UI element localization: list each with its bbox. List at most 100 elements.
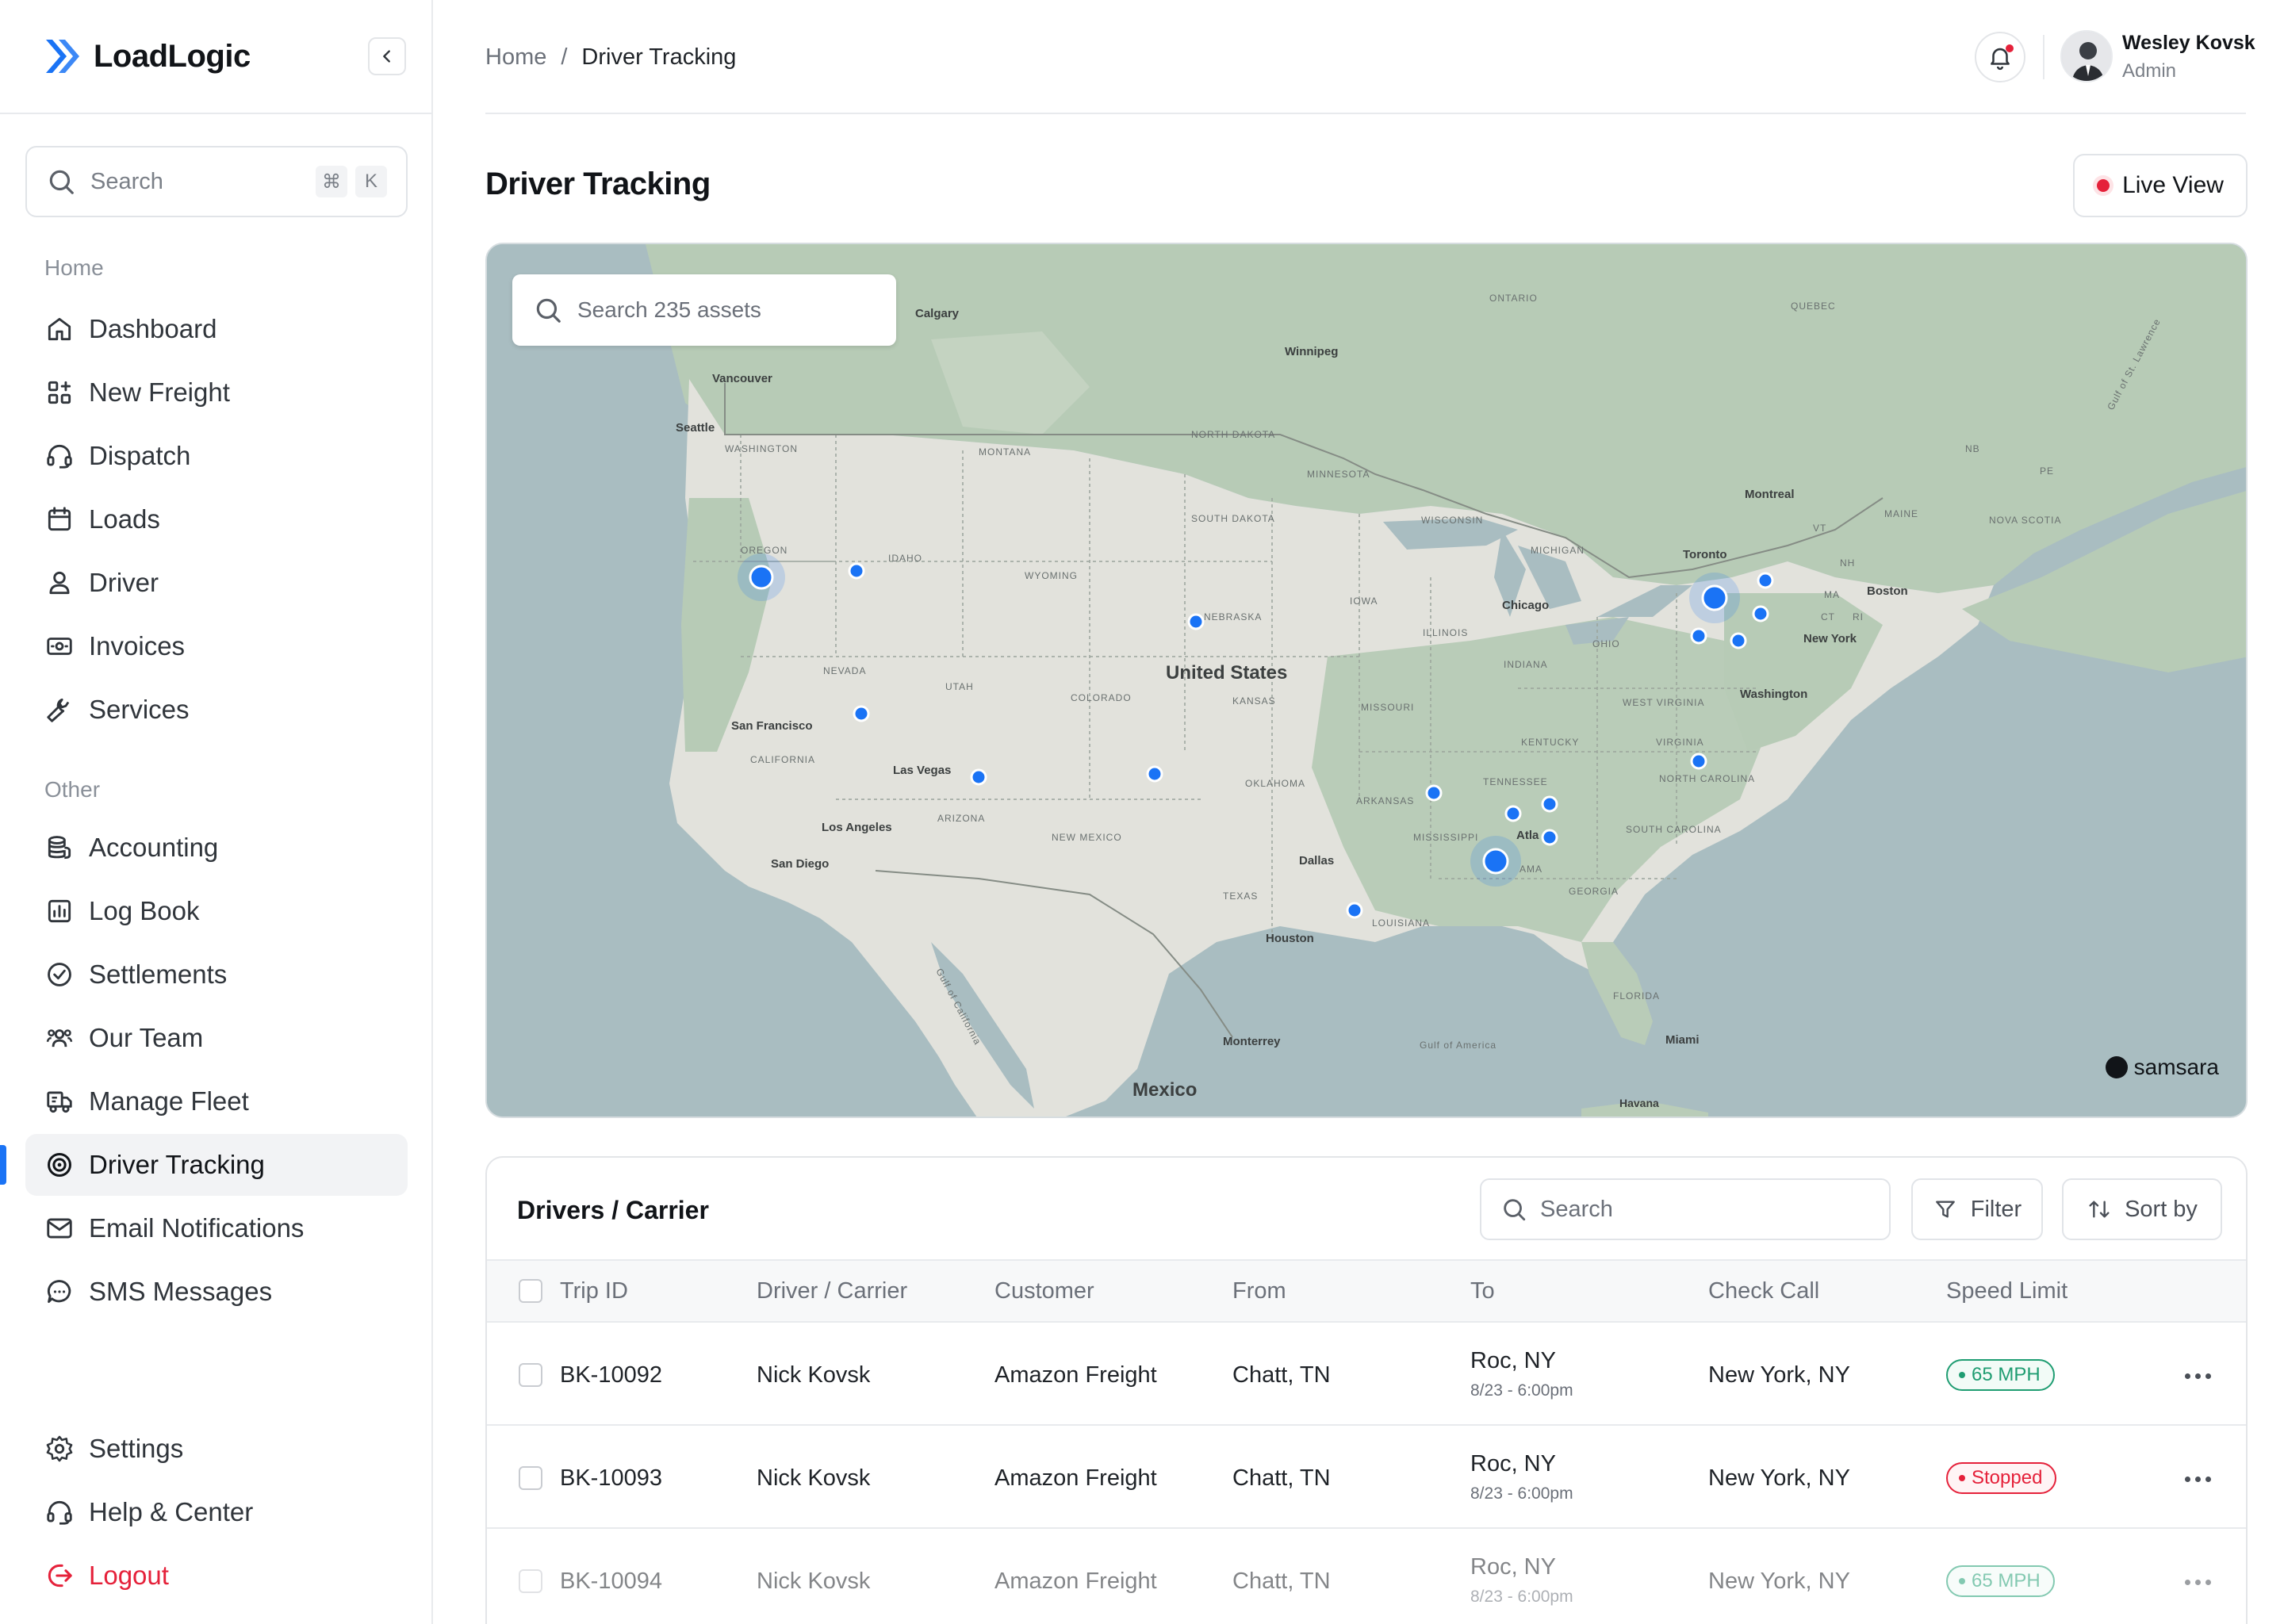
app-name: LoadLogic [94, 38, 251, 74]
sidebar-item-label: Help & Center [89, 1497, 254, 1526]
column-header[interactable]: Trip ID [560, 1278, 628, 1304]
map-label-region: INDIANA [1504, 659, 1548, 670]
sidebar-item-driver[interactable]: Driver [25, 552, 408, 614]
sidebar-item-settings[interactable]: Settings [25, 1418, 408, 1480]
row-checkbox[interactable] [519, 1569, 542, 1593]
map-label-region: NEW MEXICO [1052, 832, 1122, 843]
asset-markers[interactable] [738, 553, 1774, 919]
table-row[interactable]: BK-10093 Nick Kovsk Amazon Freight Chatt… [487, 1427, 2246, 1529]
row-checkbox[interactable] [519, 1363, 542, 1387]
sidebar-item-label: Accounting [89, 833, 219, 862]
notifications-button[interactable] [1975, 32, 2025, 82]
row-actions-button[interactable] [2185, 1373, 2211, 1379]
table-row[interactable]: BK-10094 Nick Kovsk Amazon Freight Chatt… [487, 1530, 2246, 1624]
sidebar-item-services[interactable]: Services [25, 679, 408, 741]
to-location: Roc, NY [1470, 1348, 1556, 1373]
asset-marker [1541, 829, 1558, 846]
filter-button[interactable]: Filter [1911, 1178, 2043, 1240]
map-label-region: WEST VIRGINIA [1623, 697, 1704, 708]
map-label-region: CALIFORNIA [750, 754, 815, 765]
asset-search-input[interactable]: Search 235 assets [512, 274, 896, 346]
map-canvas[interactable]: United States Mexico Calgary Winnipeg Va… [487, 244, 2248, 1118]
sidebar-item-label: SMS Messages [89, 1277, 273, 1306]
sidebar-item-manage-fleet[interactable]: Manage Fleet [25, 1071, 408, 1132]
column-header[interactable]: From [1232, 1278, 1286, 1304]
select-all-checkbox[interactable] [519, 1279, 542, 1303]
to-time: 8/23 - 6:00pm [1470, 1381, 1573, 1400]
sidebar-item-driver-tracking[interactable]: Driver Tracking [25, 1134, 408, 1196]
map-label-seattle: Seattle [676, 421, 715, 435]
sidebar-item-loads[interactable]: Loads [25, 488, 408, 550]
sidebar-item-logout[interactable]: Logout [25, 1545, 408, 1607]
tracking-map[interactable]: United States Mexico Calgary Winnipeg Va… [485, 243, 2248, 1118]
chart-icon [48, 899, 71, 923]
sidebar-item-label: Log Book [89, 896, 200, 925]
sidebar-item-accounting[interactable]: Accounting [25, 817, 408, 879]
headset-icon [47, 444, 72, 469]
map-label-region: MINNESOTA [1307, 469, 1370, 480]
calendar-icon [48, 507, 71, 531]
cash-icon [47, 638, 72, 655]
map-label-region: ARKANSAS [1356, 795, 1414, 806]
column-header[interactable]: Check Call [1708, 1278, 1820, 1304]
asset-marker [1730, 632, 1747, 649]
driver-name: Nick Kovsk [757, 1568, 871, 1594]
map-label-boston: Boston [1867, 584, 1908, 598]
table-row[interactable]: BK-10092 Nick Kovsk Amazon Freight Chatt… [487, 1324, 2246, 1426]
asset-marker [1346, 902, 1363, 919]
sidebar-item-new-freight[interactable]: New Freight [25, 362, 408, 423]
row-actions-button[interactable] [2185, 1580, 2211, 1585]
row-checkbox[interactable] [519, 1466, 542, 1490]
search-icon [1504, 1199, 1526, 1221]
sidebar-item-label: Logout [89, 1561, 169, 1590]
sidebar-item-help-center[interactable]: Help & Center [25, 1481, 408, 1543]
status-text: 65 MPH [1972, 1570, 2041, 1591]
asset-marker [853, 705, 870, 722]
sidebar-item-settlements[interactable]: Settlements [25, 944, 408, 1005]
column-header[interactable]: Speed Limit [1946, 1278, 2068, 1304]
sidebar-item-sms-messages[interactable]: SMS Messages [25, 1261, 408, 1323]
column-header[interactable]: Customer [994, 1278, 1094, 1304]
sidebar-item-email-notifications[interactable]: Email Notifications [25, 1197, 408, 1259]
sidebar-item-label: Our Team [89, 1023, 204, 1052]
sidebar-item-dispatch[interactable]: Dispatch [25, 425, 408, 487]
active-indicator [0, 1145, 6, 1185]
row-actions-button[interactable] [2185, 1477, 2211, 1482]
shortcut-k-key: K [355, 166, 387, 197]
team-icon [46, 1029, 73, 1048]
asset-marker [1146, 765, 1163, 783]
sort-button[interactable]: Sort by [2062, 1178, 2222, 1240]
sidebar-item-log-book[interactable]: Log Book [25, 880, 408, 942]
sidebar-item-invoices[interactable]: Invoices [25, 615, 408, 677]
from-location: Chatt, TN [1232, 1465, 1331, 1491]
asset-marker [1541, 795, 1558, 813]
customer: Amazon Freight [994, 1465, 1157, 1491]
collapse-sidebar-button[interactable] [368, 37, 406, 75]
sidebar-item-label: Driver [89, 568, 159, 597]
status-text: Stopped [1972, 1467, 2043, 1488]
map-label-new-york: New York [1803, 632, 1857, 645]
sidebar-item-our-team[interactable]: Our Team [25, 1007, 408, 1069]
drivers-search-input[interactable]: Search [1480, 1178, 1891, 1240]
sidebar-search-input[interactable]: Search ⌘ K [25, 146, 408, 217]
samsara-logo-icon [2105, 1056, 2128, 1078]
breadcrumb-home-link[interactable]: Home [485, 44, 547, 70]
asset-marker [1690, 753, 1707, 770]
map-label-miami: Miami [1665, 1033, 1700, 1047]
map-label-region: ILLINOIS [1423, 627, 1468, 638]
sidebar-item-label: Driver Tracking [89, 1150, 265, 1179]
map-label-region: AMA [1519, 864, 1542, 875]
map-label-washington: Washington [1740, 688, 1807, 701]
table-header: Trip ID Driver / Carrier Customer From T… [487, 1259, 2246, 1323]
column-header[interactable]: To [1470, 1278, 1495, 1304]
live-view-label: Live View [2122, 172, 2224, 198]
dot-icon [2205, 1373, 2211, 1379]
map-label-las-vegas: Las Vegas [893, 764, 951, 777]
chat-icon [47, 1280, 71, 1304]
avatar[interactable] [2060, 30, 2113, 82]
column-header[interactable]: Driver / Carrier [757, 1278, 908, 1304]
live-view-button[interactable]: Live View [2073, 154, 2248, 217]
filter-icon [1935, 1201, 1955, 1218]
sidebar-item-dashboard[interactable]: Dashboard [25, 298, 408, 360]
sidebar-item-label: Dispatch [89, 441, 191, 470]
